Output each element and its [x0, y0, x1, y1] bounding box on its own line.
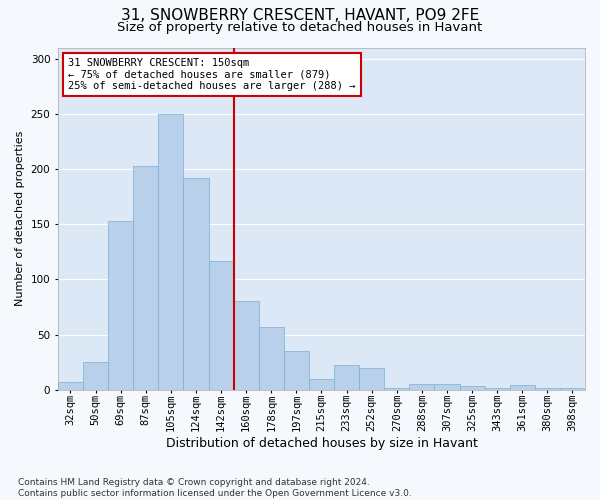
Bar	[158, 114, 184, 390]
Text: Size of property relative to detached houses in Havant: Size of property relative to detached ho…	[118, 21, 482, 34]
Bar	[460, 386, 485, 390]
Bar	[535, 388, 560, 390]
Bar	[485, 388, 510, 390]
Bar	[560, 388, 585, 390]
Bar	[359, 368, 384, 390]
Y-axis label: Number of detached properties: Number of detached properties	[15, 131, 25, 306]
Bar	[233, 302, 259, 390]
Bar	[83, 362, 108, 390]
Bar	[309, 378, 334, 390]
Bar	[434, 384, 460, 390]
Text: 31 SNOWBERRY CRESCENT: 150sqm
← 75% of detached houses are smaller (879)
25% of : 31 SNOWBERRY CRESCENT: 150sqm ← 75% of d…	[68, 58, 356, 91]
Bar	[58, 382, 83, 390]
Bar	[184, 178, 209, 390]
X-axis label: Distribution of detached houses by size in Havant: Distribution of detached houses by size …	[166, 437, 478, 450]
Bar	[334, 366, 359, 390]
Text: 31, SNOWBERRY CRESCENT, HAVANT, PO9 2FE: 31, SNOWBERRY CRESCENT, HAVANT, PO9 2FE	[121, 8, 479, 22]
Bar	[284, 351, 309, 390]
Bar	[384, 388, 409, 390]
Bar	[133, 166, 158, 390]
Bar	[108, 221, 133, 390]
Bar	[209, 260, 233, 390]
Bar	[510, 386, 535, 390]
Bar	[259, 327, 284, 390]
Text: Contains HM Land Registry data © Crown copyright and database right 2024.
Contai: Contains HM Land Registry data © Crown c…	[18, 478, 412, 498]
Bar	[409, 384, 434, 390]
